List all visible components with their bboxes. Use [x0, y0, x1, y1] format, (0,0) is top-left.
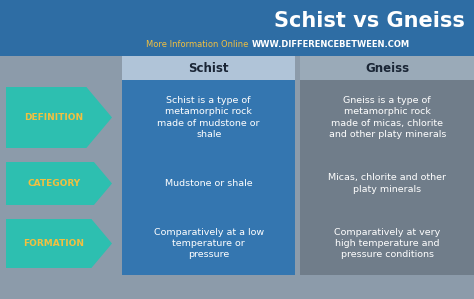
Text: Comparatively at very
high temperature and
pressure conditions: Comparatively at very high temperature a…: [334, 228, 440, 259]
Polygon shape: [6, 87, 112, 148]
Bar: [122, 56, 295, 80]
Polygon shape: [6, 219, 112, 268]
Text: DEFINITION: DEFINITION: [25, 113, 83, 122]
Bar: [122, 155, 295, 212]
Bar: [122, 80, 295, 155]
Bar: [301, 212, 474, 275]
Text: More Information Online: More Information Online: [146, 40, 248, 49]
Text: WWW.DIFFERENCEBETWEEN.COM: WWW.DIFFERENCEBETWEEN.COM: [252, 40, 410, 49]
Bar: [301, 56, 474, 80]
Bar: [301, 80, 474, 155]
Polygon shape: [6, 162, 112, 205]
Text: Gneiss: Gneiss: [365, 62, 410, 74]
Bar: [122, 212, 295, 275]
Bar: [301, 155, 474, 212]
Text: Schist vs Gneiss: Schist vs Gneiss: [274, 11, 465, 31]
Text: Comparatively at a low
temperature or
pressure: Comparatively at a low temperature or pr…: [154, 228, 264, 259]
Text: CATEGORY: CATEGORY: [27, 179, 81, 188]
Text: FORMATION: FORMATION: [24, 239, 84, 248]
Text: Micas, chlorite and other
platy minerals: Micas, chlorite and other platy minerals: [328, 173, 446, 193]
Bar: [0, 0, 474, 56]
Text: Schist is a type of
metamorphic rock
made of mudstone or
shale: Schist is a type of metamorphic rock mad…: [157, 96, 260, 139]
Text: Schist: Schist: [189, 62, 229, 74]
Text: Mudstone or shale: Mudstone or shale: [165, 179, 253, 188]
Text: Gneiss is a type of
metamorphic rock
made of micas, chlorite
and other platy min: Gneiss is a type of metamorphic rock mad…: [328, 96, 446, 139]
